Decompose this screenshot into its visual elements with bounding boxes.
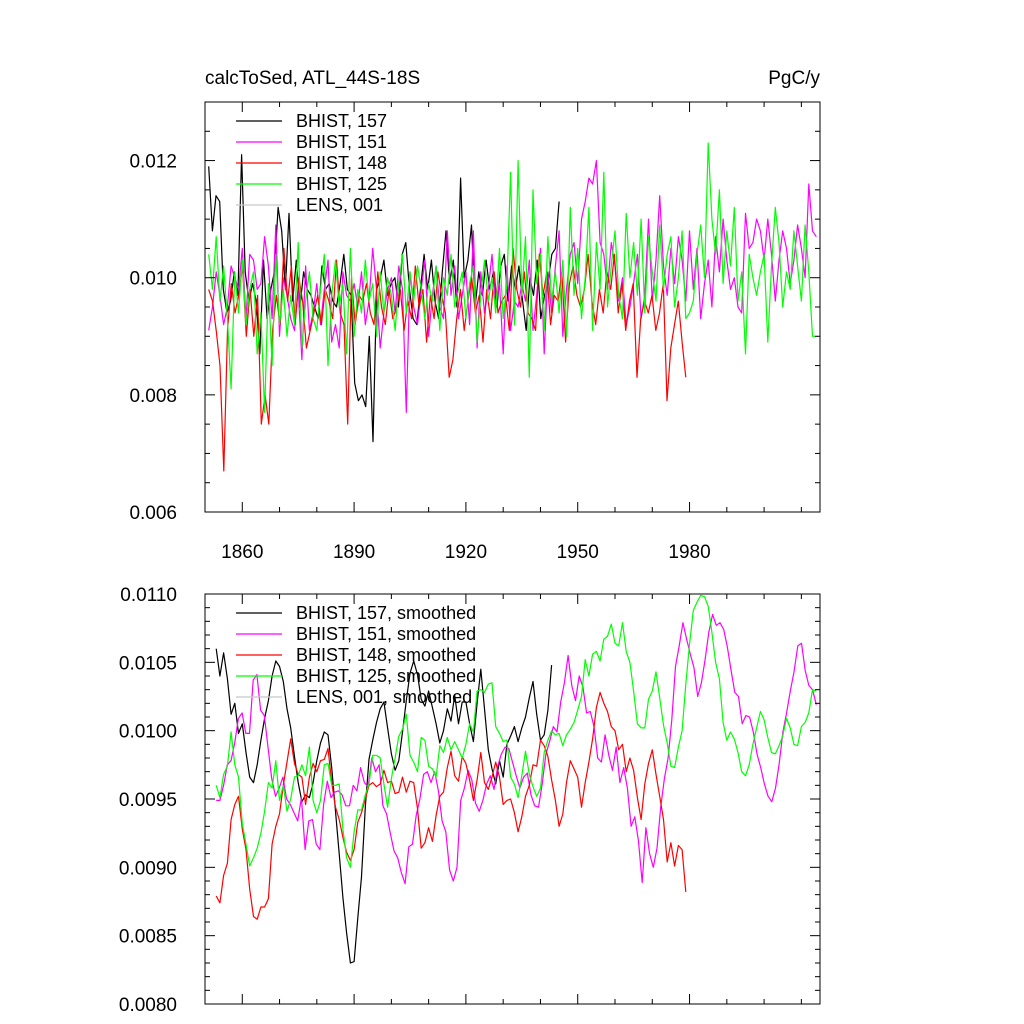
bottom-legend-label-1: BHIST, 157, smoothed: [296, 603, 476, 623]
bottom-y-tick-label: 0.0105: [119, 653, 177, 674]
top-x-tick-label: 1980: [668, 542, 710, 563]
top-panel: calcToSed, ATL_44S-18S PgC/y 1860 1890 192…: [129, 68, 821, 563]
bottom-y-tick-label: 0.0110: [120, 585, 177, 606]
bottom-legend-label-5: LENS, 001, smoothed: [296, 687, 472, 707]
top-x-tick-label: 1920: [445, 542, 487, 563]
top-x-tick-label: 1890: [333, 542, 375, 563]
bottom-y-tick-label: 0.0095: [119, 790, 177, 811]
top-y-tick-label: 0.006: [129, 503, 177, 524]
bottom-legend-label-3: BHIST, 148, smoothed: [296, 645, 476, 665]
top-legend-label-5: LENS, 001: [296, 195, 383, 215]
bottom-y-tick-label: 0.0080: [119, 995, 177, 1016]
bottom-axes: 0.0080 0.0085 0.0090 0.0095 0.0100 0.0105 0.01…: [119, 585, 821, 1016]
bottom-y-tick-label: 0.0085: [119, 927, 177, 948]
bottom-series-line-2: [216, 613, 817, 885]
top-legend-label-4: BHIST, 125: [296, 174, 387, 194]
bottom-series-line-3: [215, 691, 687, 920]
top-chart-units: PgC/y: [768, 68, 820, 89]
bottom-legend-label-4: BHIST, 125, smoothed: [296, 666, 476, 686]
top-legend-label-3: BHIST, 148: [296, 153, 387, 173]
top-legend-label-2: BHIST, 151: [296, 132, 387, 152]
bottom-panel: 0.0080 0.0085 0.0090 0.0095 0.0100 0.0105 0.01…: [119, 585, 821, 1016]
bottom-legend-label-2: BHIST, 151, smoothed: [296, 624, 476, 644]
top-series-line-4: [208, 142, 817, 413]
top-x-tick-label: 1950: [557, 542, 599, 563]
top-y-tick-label: 0.008: [129, 386, 177, 407]
top-series-group: [208, 142, 817, 472]
top-x-tick-label: 1860: [221, 542, 263, 563]
bottom-y-tick-label: 0.0100: [119, 722, 177, 743]
bottom-series-line-4: [215, 594, 817, 868]
top-chart-title: calcToSed, ATL_44S-18S: [205, 68, 420, 89]
top-y-tick-label: 0.012: [129, 152, 177, 173]
bottom-y-tick-label: 0.0090: [119, 858, 177, 879]
top-legend-label-1: BHIST, 157: [296, 111, 387, 131]
top-y-tick-label: 0.010: [129, 269, 177, 290]
top-axes: 1860 1890 1920 1950 1980 0.006 0.008 0.010 0.012: [129, 101, 821, 563]
